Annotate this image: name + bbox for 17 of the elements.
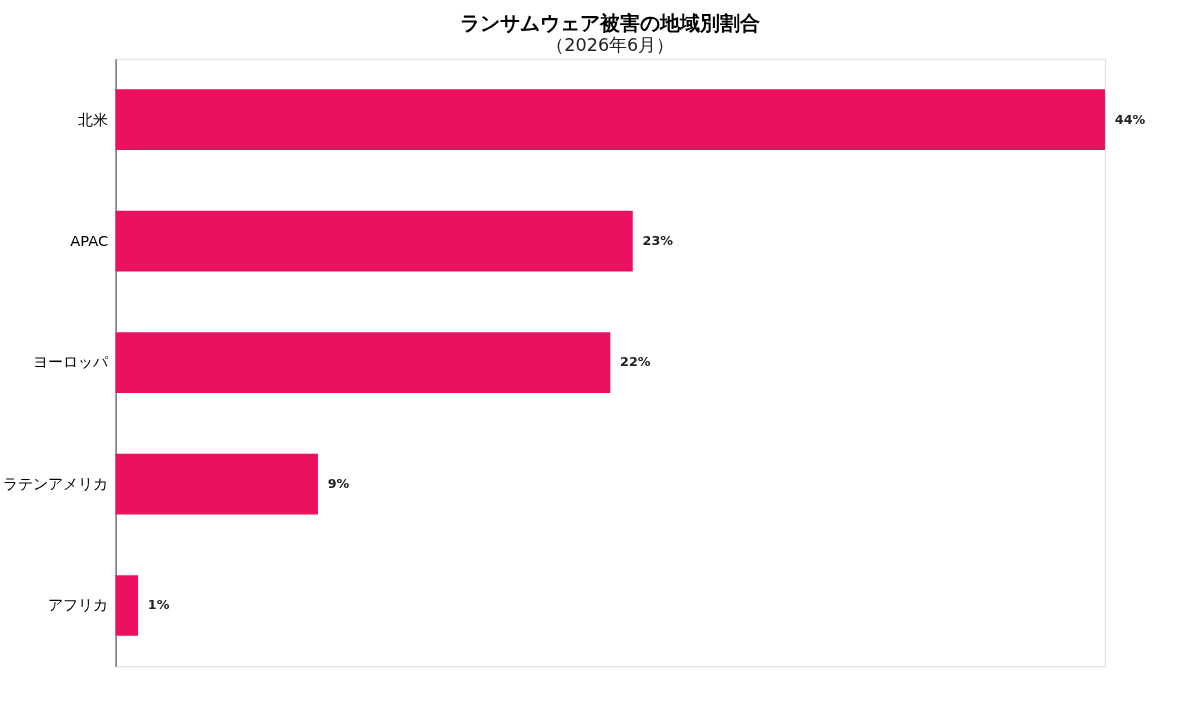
data-label: 1% (147, 597, 170, 613)
chart-subtitle: （2026年6月） (546, 35, 675, 56)
data-label: 22% (620, 354, 651, 370)
data-label: 44% (1114, 111, 1146, 127)
y-tick-label: ラテンアメリカ (3, 474, 109, 492)
data-label: 9% (327, 475, 350, 491)
bar (115, 575, 139, 636)
data-label: 23% (642, 233, 674, 249)
y-tick-label: APAC (70, 231, 109, 249)
chart-title: ランサムウェア被害の地域別割合 (460, 12, 761, 36)
bar (115, 89, 1105, 150)
bar (115, 453, 318, 515)
y-tick-label: 北米 (78, 110, 109, 128)
bar (115, 332, 611, 393)
y-tick-label: ヨーロッパ (33, 353, 110, 371)
y-tick-label: アフリカ (48, 596, 109, 614)
bar (115, 210, 633, 272)
